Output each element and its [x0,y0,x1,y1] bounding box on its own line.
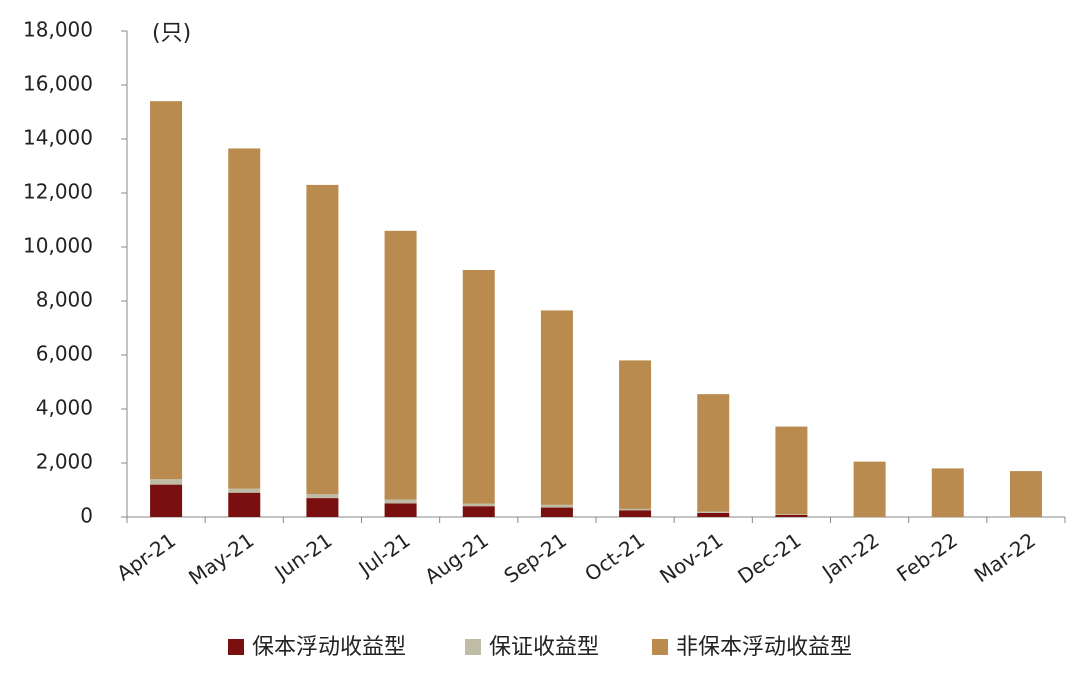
legend-swatch [228,639,244,655]
legend-label: 保本浮动收益型 [252,635,406,660]
bar-segment [150,479,183,485]
bar-segment [150,484,183,517]
bar-segment [697,511,730,513]
bar-segment [1009,471,1042,517]
bar-segment [306,184,339,495]
bar-segment [306,494,339,499]
bar-segment [462,269,495,504]
y-tick-label: 0 [80,504,93,528]
bar-segment [150,101,183,480]
x-tick-label: Apr-21 [112,528,180,586]
x-tick-label: Oct-21 [580,528,649,586]
bar-segment [697,512,730,517]
bar-segment [384,230,417,500]
y-tick-label: 8,000 [36,288,93,312]
legend-label: 保证收益型 [489,635,599,660]
x-tick-label: Aug-21 [420,528,493,589]
bar-segment [775,514,808,515]
bar-segment [306,498,339,517]
bar-segment [775,514,808,517]
bar-segment [697,394,730,512]
x-tick-label: Jan-22 [816,528,883,585]
bar-segment [540,310,573,505]
bar-segment [384,503,417,517]
x-tick-label: Jul-21 [353,528,415,581]
bar-segment [540,504,573,508]
y-tick-label: 16,000 [23,72,93,96]
y-tick-label: 12,000 [23,180,93,204]
legend-swatch [652,639,668,655]
x-tick-label: Nov-21 [655,528,727,588]
x-tick-label: May-21 [184,528,258,590]
y-tick-label: 14,000 [23,126,93,150]
bar-segment [228,148,261,489]
y-tick-label: 6,000 [36,342,93,366]
bar-segment [931,468,964,517]
bar-segment [619,360,652,509]
y-tick-label: 18,000 [23,18,93,42]
bar-segment [775,426,808,515]
unit-annotation: (只) [152,21,191,46]
bar-segment [853,461,886,517]
x-tick-label: Jun-21 [269,528,337,585]
bar-segment [228,492,261,517]
y-tick-label: 2,000 [36,450,93,474]
x-tick-label: Sep-21 [500,528,571,588]
bar-segment [462,503,495,507]
bar-segment [384,499,417,504]
bar-segment [619,508,652,511]
x-tick-label: Feb-22 [892,528,962,587]
legend-label: 非保本浮动收益型 [676,635,852,660]
y-tick-label: 10,000 [23,234,93,258]
x-tick-label: Dec-21 [733,528,805,589]
bar-segment [228,488,261,493]
bar-segment [619,510,652,517]
bar-segment [462,506,495,517]
x-tick-label: Mar-22 [970,528,1040,587]
legend-swatch [465,639,481,655]
y-tick-label: 4,000 [36,396,93,420]
bar-segment [540,507,573,517]
